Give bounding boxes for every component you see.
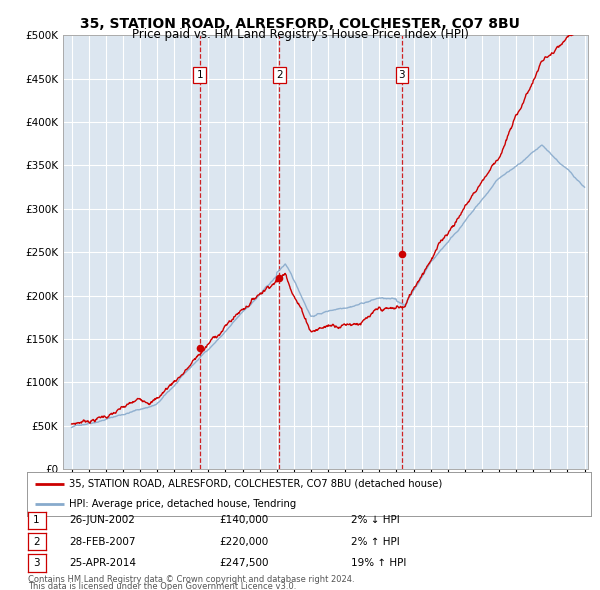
Text: 1: 1 [196, 70, 203, 80]
Text: 2% ↑ HPI: 2% ↑ HPI [351, 537, 400, 546]
Text: Contains HM Land Registry data © Crown copyright and database right 2024.: Contains HM Land Registry data © Crown c… [28, 575, 354, 584]
Text: 2% ↓ HPI: 2% ↓ HPI [351, 516, 400, 525]
Text: 28-FEB-2007: 28-FEB-2007 [69, 537, 136, 546]
Text: £247,500: £247,500 [219, 558, 269, 568]
Text: 2: 2 [276, 70, 283, 80]
Text: 26-JUN-2002: 26-JUN-2002 [69, 516, 135, 525]
Text: 35, STATION ROAD, ALRESFORD, COLCHESTER, CO7 8BU (detached house): 35, STATION ROAD, ALRESFORD, COLCHESTER,… [70, 479, 443, 489]
Text: £220,000: £220,000 [219, 537, 268, 546]
Text: This data is licensed under the Open Government Licence v3.0.: This data is licensed under the Open Gov… [28, 582, 296, 590]
Text: Price paid vs. HM Land Registry's House Price Index (HPI): Price paid vs. HM Land Registry's House … [131, 28, 469, 41]
Text: 2: 2 [33, 537, 40, 546]
Text: 35, STATION ROAD, ALRESFORD, COLCHESTER, CO7 8BU: 35, STATION ROAD, ALRESFORD, COLCHESTER,… [80, 17, 520, 31]
Text: 19% ↑ HPI: 19% ↑ HPI [351, 558, 406, 568]
Text: 25-APR-2014: 25-APR-2014 [69, 558, 136, 568]
Text: 1: 1 [33, 516, 40, 525]
Text: 3: 3 [398, 70, 405, 80]
Text: £140,000: £140,000 [219, 516, 268, 525]
Text: 3: 3 [33, 558, 40, 568]
Text: HPI: Average price, detached house, Tendring: HPI: Average price, detached house, Tend… [70, 499, 296, 509]
